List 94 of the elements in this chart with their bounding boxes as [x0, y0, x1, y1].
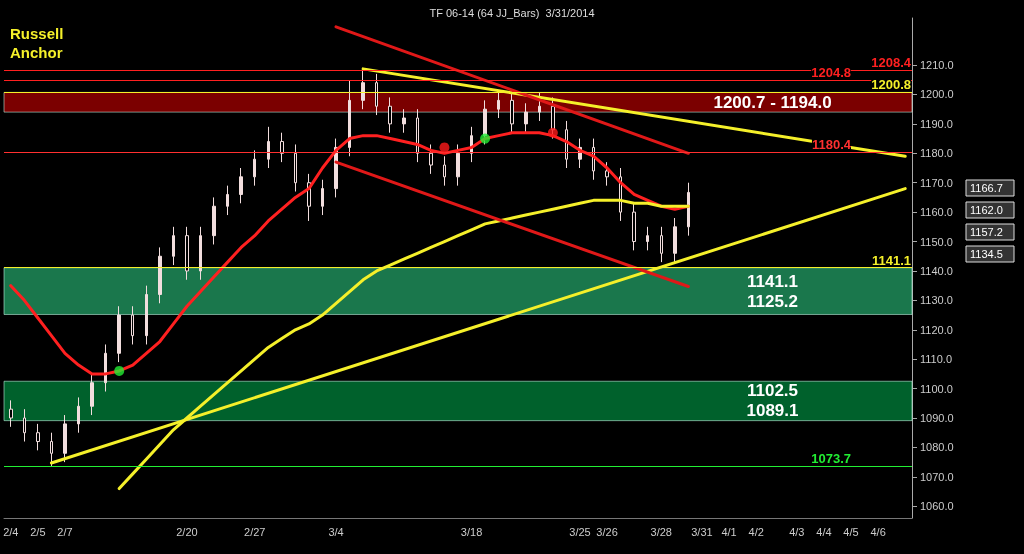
ref-line-label: 1141.1: [871, 252, 911, 268]
candlestick: [348, 79, 351, 157]
candlestick: [212, 196, 216, 245]
candlestick: [497, 91, 500, 119]
y-tick-label: 1120.0: [920, 323, 953, 336]
y-tick-label: 1080.0: [920, 441, 954, 454]
x-tick-label: 2/7: [57, 525, 73, 538]
x-tick-label: 4/2: [748, 525, 764, 538]
candlestick: [90, 373, 94, 416]
candlestick: [294, 143, 297, 193]
x-tick-label: 4/6: [870, 525, 886, 538]
candlestick: [77, 396, 80, 434]
candlestick: [673, 217, 677, 263]
x-tick-label: 4/1: [721, 525, 737, 538]
x-tick-label: 3/4: [328, 525, 344, 538]
chart-title: TF 06-14 (64 JJ_Bars) 3/31/2014: [429, 6, 595, 19]
candlestick: [660, 226, 663, 263]
ref-line-label: 1180.4: [811, 137, 852, 153]
candlestick: [687, 182, 690, 237]
candlestick: [50, 432, 53, 467]
y-tick-label: 1070.0: [920, 470, 954, 483]
y-tick-label: 1140.0: [920, 264, 953, 277]
text: 1162.0: [970, 203, 1003, 216]
candlestick: [239, 167, 243, 204]
candlestick: [456, 143, 460, 187]
candlestick: [172, 226, 175, 266]
x-tick-label: 2/27: [244, 525, 266, 538]
candlestick: [226, 185, 229, 216]
y-tick-label: 1180.0: [920, 147, 953, 160]
point: [114, 365, 125, 376]
candlestick: [416, 108, 419, 163]
y-tick-label: 1160.0: [920, 206, 953, 219]
band-label: 1102.5 1089.1: [746, 381, 799, 421]
y-tick-label: 1110.0: [920, 353, 953, 366]
candlestick: [253, 149, 256, 187]
ref-line-label: 1073.7: [811, 450, 851, 466]
candlestick: [632, 202, 636, 251]
x-tick-label: 2/5: [30, 525, 46, 538]
candlestick: [9, 399, 13, 428]
candlestick: [104, 343, 107, 393]
candlestick: [63, 414, 67, 463]
candlestick: [388, 96, 392, 134]
point: [547, 127, 558, 138]
candlestick: [131, 305, 134, 345]
candlestick: [646, 226, 649, 251]
candlestick: [267, 126, 270, 169]
ref-line-label: 1204.8: [811, 65, 851, 81]
x-tick-label: 3/28: [650, 525, 672, 538]
y-tick-label: 1060.0: [920, 500, 954, 513]
candlestick: [145, 285, 148, 345]
annotation: Russell Anchor: [10, 25, 64, 61]
text: 1157.2: [970, 225, 1003, 238]
y-tick-label: 1100.0: [920, 382, 953, 395]
candlestick: [375, 73, 378, 116]
ref-line-label: 1200.8: [871, 77, 911, 93]
x-tick-label: 4/5: [843, 525, 859, 538]
x-tick-label: 3/25: [569, 525, 591, 538]
text: 1166.7: [970, 181, 1003, 194]
candlestick: [361, 69, 365, 110]
candlestick: [321, 179, 324, 216]
candlestick: [23, 408, 26, 443]
point: [480, 133, 491, 144]
candlestick: [429, 143, 433, 175]
candlestick: [280, 132, 284, 163]
candlestick: [185, 226, 189, 281]
y-tick-label: 1200.0: [920, 88, 954, 101]
point: [439, 142, 450, 153]
y-tick-label: 1210.0: [920, 59, 954, 72]
candlestick: [605, 161, 609, 187]
x-tick-label: 2/4: [3, 525, 19, 538]
band-label: 1141.1 1125.2: [746, 271, 799, 311]
candlestick: [443, 155, 446, 187]
candlestick: [538, 91, 541, 122]
y-tick-label: 1130.0: [920, 294, 953, 307]
band-label: 1200.7 - 1194.0: [713, 92, 832, 112]
x-tick-label: 2/20: [176, 525, 198, 538]
x-tick-label: 3/18: [460, 525, 483, 538]
x-tick-label: 4/3: [789, 525, 805, 538]
ref-line-label: 1208.4: [871, 54, 912, 70]
text: 1134.5: [970, 247, 1003, 260]
candlestick: [510, 91, 514, 134]
y-tick-label: 1190.0: [920, 117, 953, 130]
y-tick-label: 1170.0: [920, 176, 953, 189]
candlestick: [524, 102, 528, 134]
x-tick-label: 3/31: [691, 525, 713, 538]
x-tick-label: 4/4: [816, 525, 832, 538]
y-tick-label: 1090.0: [920, 412, 954, 424]
x-tick-label: 3/26: [596, 525, 618, 538]
candlestick: [158, 246, 162, 304]
y-tick-label: 1150.0: [920, 235, 953, 248]
candlestick: [117, 305, 121, 363]
candlestick: [402, 108, 406, 134]
candlestick: [36, 423, 40, 451]
candlestick: [199, 226, 202, 281]
